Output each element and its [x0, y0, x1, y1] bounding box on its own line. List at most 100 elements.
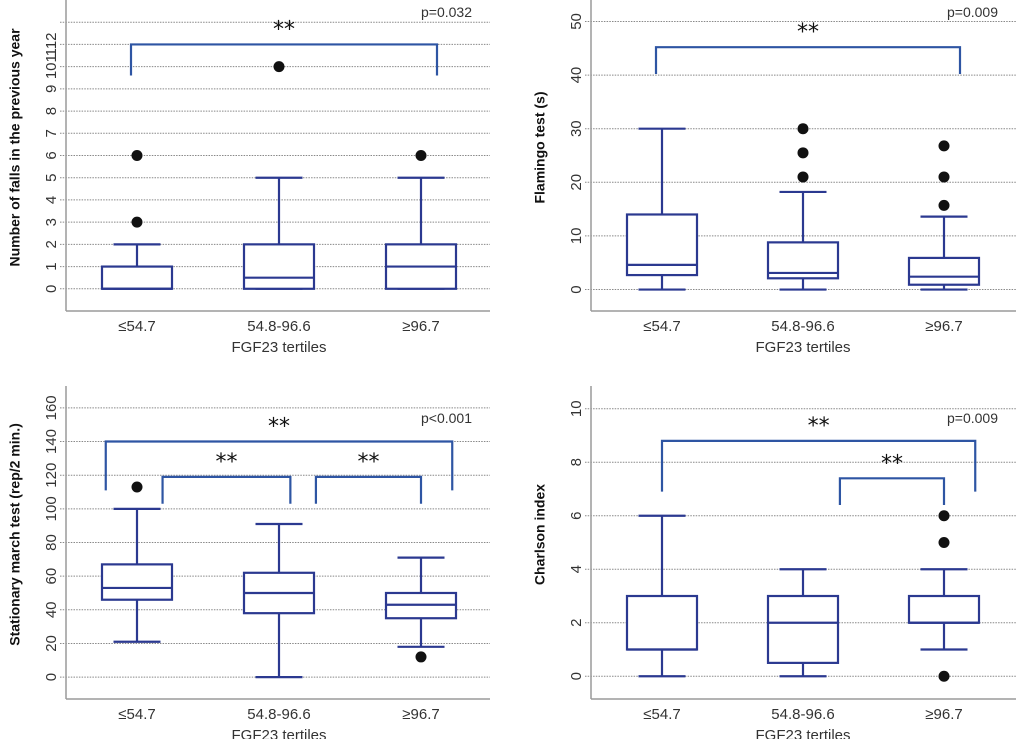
x-tick-label: ≥96.7 — [925, 318, 962, 335]
y-tick-label: 8 — [568, 458, 585, 466]
y-tick-label: 120 — [43, 463, 60, 488]
significance-stars: ** — [273, 17, 295, 42]
y-axis-label: Stationary march test (rep/2 min.) — [7, 423, 23, 646]
outlier-point — [797, 171, 809, 183]
significance-bracket — [129, 43, 439, 76]
y-tick-label: 9 — [43, 85, 60, 93]
p-value-label: p=0.032 — [421, 4, 472, 20]
significance-stars: ** — [268, 415, 290, 440]
iqr-box — [625, 594, 699, 651]
x-axis-label: FGF23 tertiles — [755, 339, 850, 356]
y-tick-label: 7 — [43, 129, 60, 137]
x-tick-label: 54.8-96.6 — [771, 318, 834, 335]
box-0 — [100, 481, 174, 643]
x-axis-label: FGF23 tertiles — [231, 727, 326, 739]
significance-bracket — [314, 475, 423, 504]
outlier-point — [131, 216, 143, 228]
outlier-point — [938, 199, 950, 211]
y-tick-label: 140 — [43, 429, 60, 454]
x-tick-label: 54.8-96.6 — [247, 706, 310, 723]
y-tick-label: 0 — [568, 285, 585, 293]
significance-bracket — [161, 475, 292, 504]
iqr-box — [100, 265, 174, 290]
significance-stars: ** — [215, 450, 237, 475]
box-1 — [242, 61, 316, 290]
iqr-box — [907, 256, 981, 286]
y-tick-label: 20 — [43, 635, 60, 652]
significance-stars: ** — [808, 414, 830, 439]
y-tick-label: 40 — [568, 67, 585, 84]
y-tick-label: 6 — [43, 151, 60, 159]
y-tick-label: 0 — [43, 285, 60, 293]
x-tick-label: ≤54.7 — [643, 706, 680, 723]
panel-stationary-march: 0 20 40 60 80 100 120 140 160 Stationary march te… — [7, 386, 490, 739]
y-tick-label: 3 — [43, 218, 60, 226]
y-axis-label: Charlson index — [532, 484, 548, 585]
y-tick-label: 40 — [43, 601, 60, 618]
y-tick-label: 5 — [43, 174, 60, 182]
y-tick-label: 2 — [43, 240, 60, 248]
y-tick-label: 0 — [43, 673, 60, 681]
outlier-point — [938, 171, 950, 183]
significance-stars: ** — [881, 451, 903, 476]
y-tick-label: 60 — [43, 568, 60, 585]
y-tick-label: 80 — [43, 534, 60, 551]
y-tick-label: 6 — [568, 512, 585, 520]
significance-bracket — [660, 439, 977, 492]
y-tick-label: 101 — [43, 54, 60, 79]
box-1 — [766, 568, 840, 678]
panel-flamingo: 0 10 20 30 40 50 Flamingo test (s) ≤54.7 54.8-96… — [532, 0, 1016, 356]
significance-bracket — [838, 477, 946, 506]
x-axis-label: FGF23 tertiles — [231, 339, 326, 356]
p-value-label: p<0.001 — [421, 410, 472, 426]
y-tick-label: 10 — [568, 400, 585, 417]
y-tick-label: 1 — [43, 262, 60, 270]
p-value-label: p=0.009 — [947, 4, 998, 20]
outlier-point — [415, 150, 427, 161]
iqr-box — [766, 594, 840, 664]
outlier-point — [938, 537, 950, 548]
iqr-box — [242, 243, 316, 290]
y-tick-label: 4 — [43, 196, 60, 204]
y-tick-label: 10 — [568, 228, 585, 245]
significance-stars: ** — [357, 450, 379, 475]
y-tick-label: 8 — [43, 107, 60, 115]
outlier-point — [938, 510, 950, 522]
outlier-point — [797, 123, 809, 135]
y-tick-label: 112 — [43, 32, 60, 56]
iqr-box — [907, 594, 981, 624]
outlier-point — [131, 481, 143, 493]
significance-stars: ** — [797, 20, 819, 45]
outlier-point — [131, 150, 143, 161]
y-tick-label: 4 — [568, 565, 585, 573]
x-tick-label: ≤54.7 — [643, 318, 680, 335]
x-tick-label: ≤54.7 — [118, 706, 155, 723]
y-tick-label: 50 — [568, 13, 585, 30]
outlier-point — [797, 147, 809, 159]
box-0 — [625, 127, 699, 291]
x-tick-label: ≥96.7 — [925, 706, 962, 723]
y-tick-label: 20 — [568, 174, 585, 191]
x-axis-label: FGF23 tertiles — [755, 727, 850, 739]
x-tick-label: ≥96.7 — [402, 318, 439, 335]
y-tick-label: 160 — [43, 395, 60, 420]
y-tick-label: 30 — [568, 120, 585, 137]
outlier-point — [415, 651, 427, 663]
outlier-point — [273, 61, 285, 73]
x-tick-label: 54.8-96.6 — [247, 318, 310, 335]
box-2 — [384, 556, 458, 663]
box-0 — [625, 514, 699, 678]
box-2 — [384, 150, 458, 290]
outlier-point — [938, 670, 950, 682]
y-axis-label: Number of falls in the previous year — [7, 28, 23, 267]
y-tick-label: 2 — [568, 619, 585, 627]
box-2 — [907, 510, 981, 682]
p-value-label: p=0.009 — [947, 410, 998, 426]
box-1 — [766, 123, 840, 291]
x-tick-label: ≤54.7 — [118, 318, 155, 335]
outlier-point — [938, 140, 950, 152]
iqr-box — [100, 563, 174, 601]
y-tick-label: 100 — [43, 496, 60, 521]
